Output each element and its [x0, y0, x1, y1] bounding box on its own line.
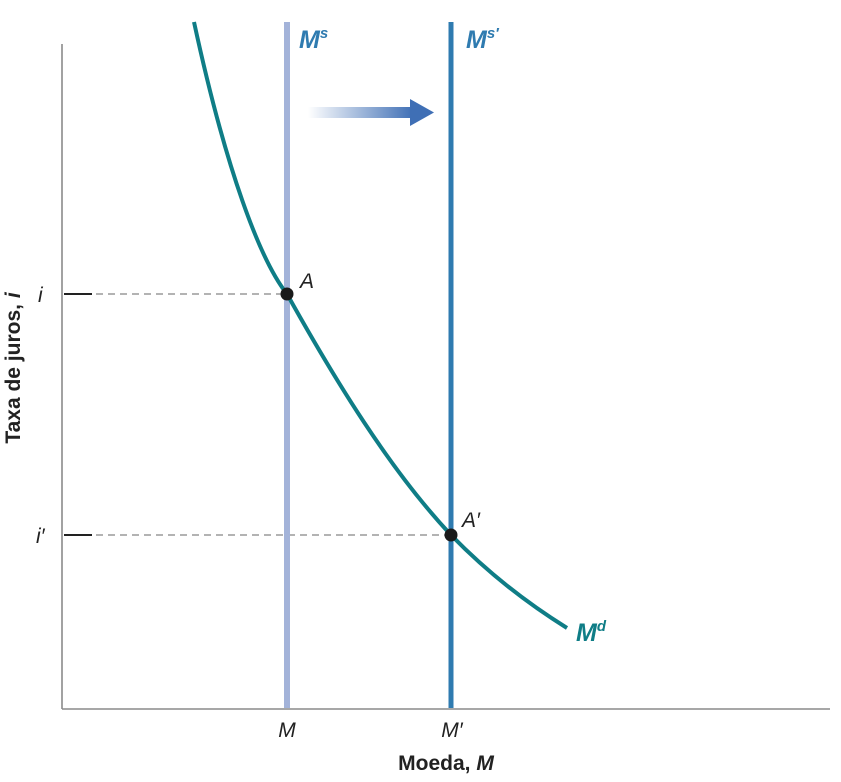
money-supply-label: Ms [299, 25, 328, 54]
right-arrow-icon [308, 99, 434, 126]
equilibrium-point-a [280, 287, 294, 301]
money-demand-label: Md [576, 618, 607, 647]
y-tick-i-label: i [38, 284, 44, 307]
x-axis-title: Moeda, M [398, 752, 494, 775]
equilibrium-point-a-prime [444, 528, 458, 542]
x-tick-m-label: M [278, 719, 296, 742]
money-demand-curve [192, 21, 569, 630]
y-axis-title: Taxa de juros, i [2, 291, 25, 444]
y-tick-i-prime-label: i′ [36, 525, 46, 548]
point-a-prime-label: A′ [460, 509, 481, 532]
point-a-label: A [298, 270, 314, 293]
x-tick-m-prime-label: M′ [441, 719, 463, 742]
money-supply-new-label: Ms′ [466, 25, 500, 54]
